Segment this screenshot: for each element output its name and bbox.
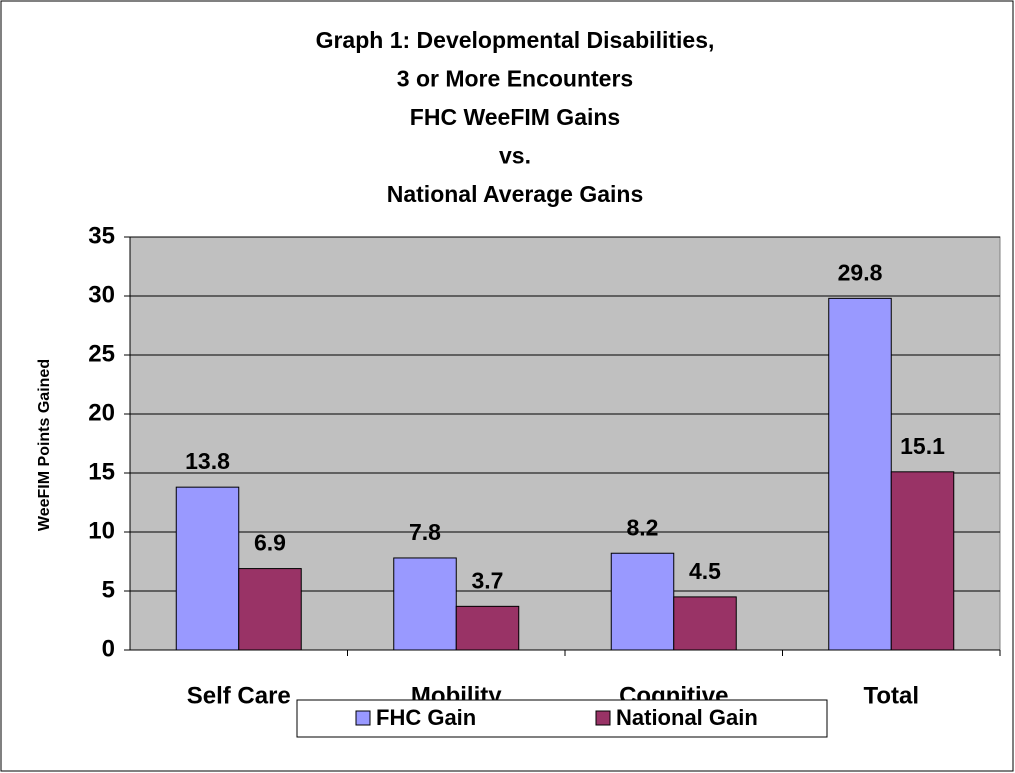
bar (238, 568, 302, 651)
y-tick-label: 15 (88, 458, 115, 485)
data-label: 8.2 (627, 514, 659, 540)
chart-title: National Average Gains (387, 181, 644, 207)
y-tick-label: 20 (88, 399, 115, 426)
data-label: 15.1 (900, 433, 945, 459)
chart-title: Graph 1: Developmental Disabilities, (316, 27, 715, 53)
y-tick-label: 30 (88, 281, 115, 308)
y-tick-label: 35 (88, 222, 115, 249)
y-tick-label: 25 (88, 340, 115, 367)
y-tick-label: 5 (102, 576, 115, 603)
data-label: 29.8 (838, 259, 883, 285)
bar (890, 471, 955, 651)
bar (673, 596, 737, 651)
y-axis-label: WeeFIM Points Gained (36, 359, 53, 531)
legend-box (296, 699, 828, 738)
data-label: 13.8 (185, 448, 230, 474)
bar (828, 297, 892, 651)
bar (610, 552, 675, 651)
x-tick-label: Total (863, 682, 919, 709)
bar (393, 557, 457, 651)
legend-swatch (355, 710, 371, 726)
data-label: 7.8 (409, 519, 441, 545)
chart-title: 3 or More Encounters (397, 66, 633, 92)
data-label: 6.9 (254, 530, 286, 556)
x-tick-label: Self Care (187, 682, 291, 709)
y-tick-label: 10 (88, 517, 115, 544)
chart-title: vs. (499, 143, 531, 169)
legend-label: FHC Gain (376, 705, 476, 730)
y-tick-label: 0 (102, 635, 115, 662)
legend-label: National Gain (616, 705, 758, 730)
bar (455, 605, 520, 651)
data-label: 3.7 (472, 567, 504, 593)
data-label: 4.5 (689, 558, 721, 584)
legend-swatch (595, 710, 611, 726)
chart-title: FHC WeeFIM Gains (410, 104, 620, 130)
bar (175, 486, 240, 651)
